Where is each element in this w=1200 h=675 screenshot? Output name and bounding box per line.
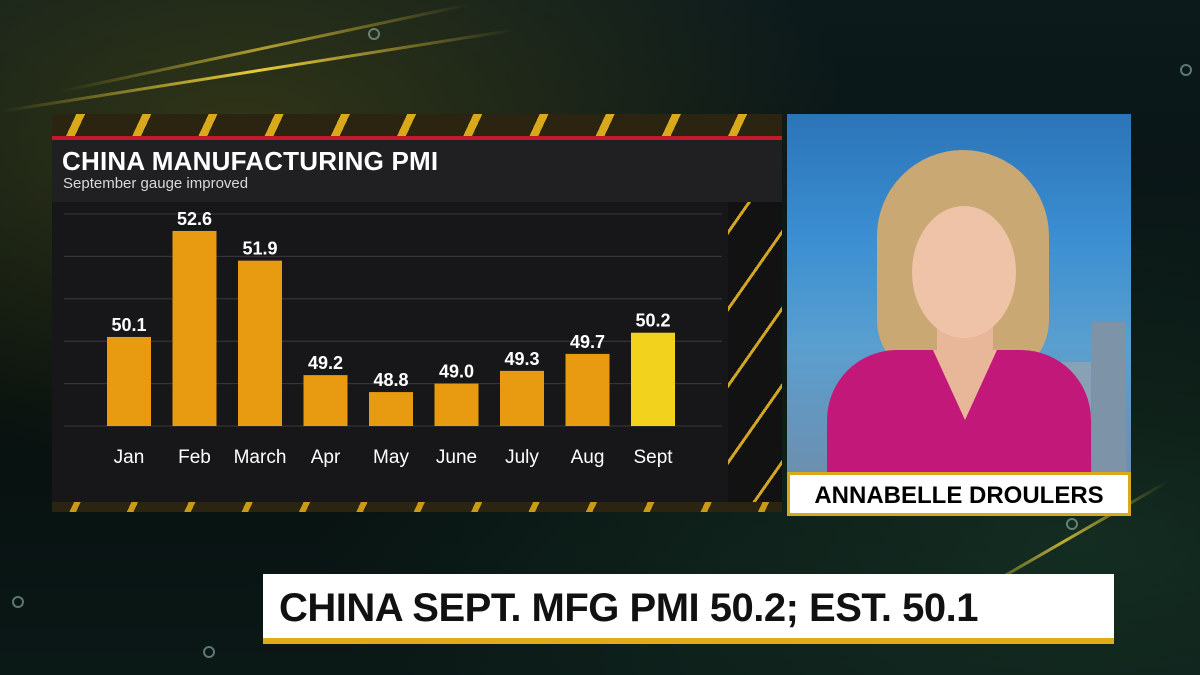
chart-header: [52, 140, 782, 204]
value-label: 49.0: [439, 362, 474, 382]
anchor-neckline: [933, 350, 997, 420]
category-label: March: [234, 447, 287, 468]
bar-aug: [565, 353, 610, 426]
skyline-building: [1092, 322, 1126, 472]
category-label: July: [505, 447, 539, 468]
category-label: Jan: [114, 447, 145, 468]
bar-june: [434, 383, 479, 426]
anchor-face: [912, 206, 1016, 338]
name-plate: ANNABELLE DROULERS: [787, 472, 1131, 516]
chart-red-rule: [52, 136, 782, 140]
bar-may: [369, 392, 413, 426]
bokeh-dot: [12, 596, 24, 608]
chart-panel: CHINA MANUFACTURING PMI September gauge …: [52, 114, 782, 512]
category-label: Apr: [311, 447, 341, 468]
chart-bottom-stripe: [52, 502, 782, 512]
value-label: 49.3: [504, 349, 539, 369]
value-label: 52.6: [177, 209, 212, 229]
anchor-name: ANNABELLE DROULERS: [814, 482, 1104, 509]
value-label: 49.2: [308, 353, 343, 373]
lower-third-stripe: [263, 638, 1114, 644]
category-label: Feb: [178, 447, 211, 468]
category-label: May: [373, 447, 409, 468]
chart-title: CHINA MANUFACTURING PMI: [62, 146, 439, 176]
value-label: 48.8: [373, 370, 408, 390]
bokeh-dot: [203, 646, 215, 658]
chart-top-stripe: [52, 114, 782, 138]
lower-third: CHINA SEPT. MFG PMI 50.2; EST. 50.1: [263, 574, 1114, 644]
value-label: 51.9: [242, 239, 277, 259]
bokeh-dot: [1180, 64, 1192, 76]
bar-apr: [303, 375, 348, 426]
value-label: 50.2: [635, 311, 670, 331]
value-label: 50.1: [111, 315, 146, 335]
headline: CHINA SEPT. MFG PMI 50.2; EST. 50.1: [279, 586, 978, 630]
chart-side-stripes: [728, 202, 782, 512]
value-label: 49.7: [570, 332, 605, 352]
category-label: Aug: [571, 447, 605, 468]
bar-march: [238, 260, 282, 426]
category-label: June: [436, 447, 477, 468]
chart-plot-area: [52, 202, 728, 512]
bar-sept: [631, 332, 675, 426]
bar-jan: [107, 336, 151, 426]
bar-july: [500, 370, 544, 426]
bar-chart: 50.1 Jan 52.6 Feb 51.9 March 49.2 Apr 48.8 May 49.…: [64, 209, 722, 468]
chart-subtitle: September gauge improved: [63, 175, 249, 192]
bokeh-dot: [368, 28, 380, 40]
bokeh-dot: [1066, 518, 1078, 530]
anchor-video: [787, 114, 1131, 472]
bar-feb: [172, 230, 217, 426]
category-label: Sept: [633, 447, 673, 468]
